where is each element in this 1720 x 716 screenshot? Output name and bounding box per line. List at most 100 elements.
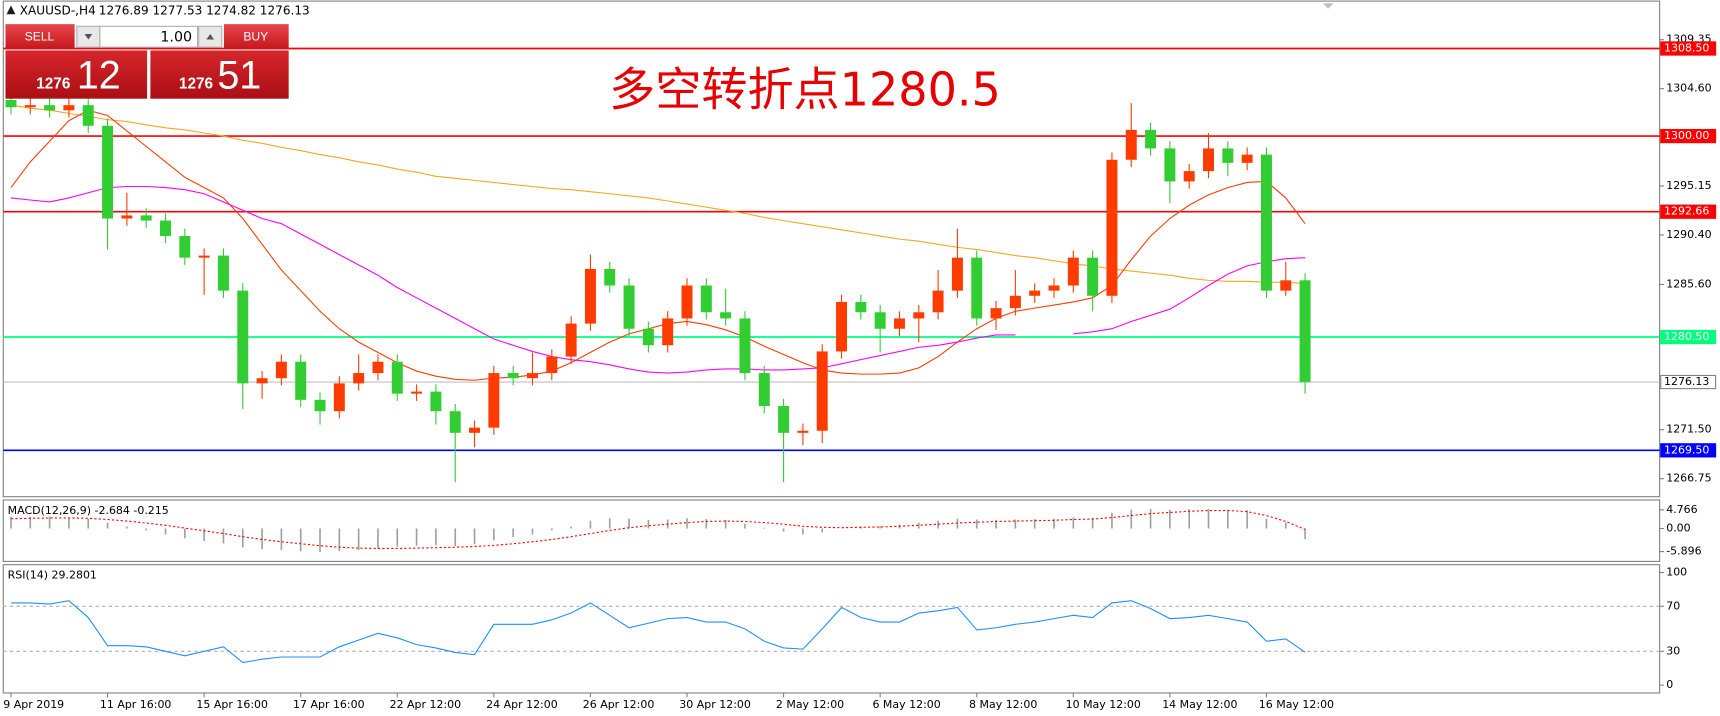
candle-body: [623, 285, 635, 329]
x-tick-label: 24 Apr 12:00: [486, 698, 558, 711]
candle-body: [63, 105, 75, 111]
candle-body: [179, 236, 191, 258]
candle-body: [816, 351, 828, 431]
candle-body: [836, 301, 848, 352]
buy-price-big: 1276: [179, 75, 213, 92]
candle-body: [237, 290, 249, 384]
candle-body: [449, 411, 461, 433]
candle-body: [855, 301, 867, 313]
candle-body: [1203, 148, 1215, 172]
candle-body: [565, 323, 577, 357]
x-tick-label: 15 Apr 16:00: [196, 698, 268, 711]
candle-body: [102, 125, 114, 219]
level-label: 1292.66: [1664, 205, 1709, 218]
level-label-box: [1660, 128, 1717, 144]
x-tick-label: 14 May 12:00: [1162, 698, 1237, 711]
candle-body: [372, 361, 384, 374]
x-tick-label: 22 Apr 12:00: [390, 698, 462, 711]
x-tick-label: 6 May 12:00: [872, 698, 940, 711]
candle-body: [1087, 257, 1099, 296]
candle-body: [1299, 280, 1311, 383]
scroll-marker: [1322, 3, 1334, 9]
annotation: 多空转折点1280.5: [609, 63, 1001, 117]
level-label: 1269.50: [1664, 443, 1709, 456]
candle-body: [256, 378, 268, 384]
y-tick-label: 1290.40: [1666, 228, 1711, 241]
rsi-panel: [2, 564, 1661, 694]
buy-price-block[interactable]: [150, 50, 289, 99]
candle-body: [1164, 148, 1176, 182]
candle-body: [333, 383, 345, 412]
candle-body: [681, 285, 693, 319]
level-label: 1280.50: [1664, 330, 1709, 343]
candle-body: [604, 268, 616, 286]
candle-body: [44, 105, 56, 111]
y-tick-label: 70: [1666, 599, 1680, 612]
candle-body: [1125, 129, 1137, 160]
candle-body: [295, 361, 307, 400]
ohlc: 1276.89 1277.53 1274.82 1276.13: [99, 3, 310, 17]
level-label-box: [1660, 204, 1717, 219]
candle-body: [1029, 290, 1041, 296]
candle-body: [951, 257, 963, 291]
candle-body: [140, 215, 152, 221]
candle-body: [24, 105, 36, 108]
candle-body: [893, 318, 905, 329]
level-label: 1308.50: [1664, 41, 1709, 54]
candle-body: [913, 312, 925, 319]
macd-label: MACD(12,26,9) -2.684 -0.215: [8, 504, 169, 517]
symbol: XAUUSD-,H4: [20, 3, 96, 17]
candle-body: [488, 373, 500, 428]
x-tick-label: 17 Apr 16:00: [293, 698, 365, 711]
candle-body: [700, 285, 712, 313]
buy-button[interactable]: [223, 24, 289, 50]
candle-body: [874, 312, 886, 329]
candle-body: [411, 391, 423, 394]
lot-value: 1.00: [160, 29, 192, 45]
up-arrow: [206, 33, 215, 40]
candle-body: [160, 220, 171, 237]
candle-body: [1222, 148, 1234, 163]
candle-body: [1145, 129, 1157, 149]
y-tick-label: 0.00: [1666, 522, 1690, 535]
buy-price-small: 51: [217, 53, 261, 97]
candle-body: [353, 373, 365, 384]
candle-body: [739, 318, 751, 374]
candle-body: [797, 430, 809, 433]
y-tick-label: 1285.60: [1666, 277, 1711, 290]
plot-layer: 1309.351304.601295.151290.401285.601271.…: [3, 33, 1717, 711]
x-tick-label: 10 May 12:00: [1066, 698, 1141, 711]
candle-body: [1183, 171, 1195, 182]
candle-body: [758, 373, 770, 407]
candle-body: [5, 100, 17, 108]
sell-label: SELL: [25, 29, 55, 43]
signal-line: [10, 509, 1306, 550]
candle-body: [1241, 154, 1253, 163]
symbol-icon: [6, 5, 16, 15]
y-tick-label: 1271.50: [1666, 423, 1711, 436]
candle-body: [430, 391, 442, 412]
candle-body: [990, 308, 1002, 319]
y-tick-label: 1266.75: [1666, 472, 1711, 485]
y-tick-label: 4.766: [1666, 503, 1697, 516]
candle-body: [720, 312, 732, 319]
down-arrow: [84, 33, 93, 40]
candle-body: [971, 257, 983, 319]
candle-body: [932, 290, 944, 313]
sell-price-block[interactable]: [5, 50, 148, 99]
level-label-box: [1660, 443, 1717, 458]
y-tick-label: 0: [1666, 678, 1673, 691]
level-label-box: [1660, 41, 1717, 56]
x-tick-label: 8 May 12:00: [969, 698, 1037, 711]
sell-price-big: 1276: [36, 75, 70, 92]
main-panel: [2, 0, 1661, 498]
candle-body: [391, 361, 403, 394]
buy-label: BUY: [243, 29, 268, 43]
level-label-box: [1660, 374, 1717, 390]
lot-input[interactable]: [99, 25, 199, 48]
sell-button[interactable]: [5, 24, 75, 50]
x-tick-label: 16 May 12:00: [1259, 698, 1334, 711]
